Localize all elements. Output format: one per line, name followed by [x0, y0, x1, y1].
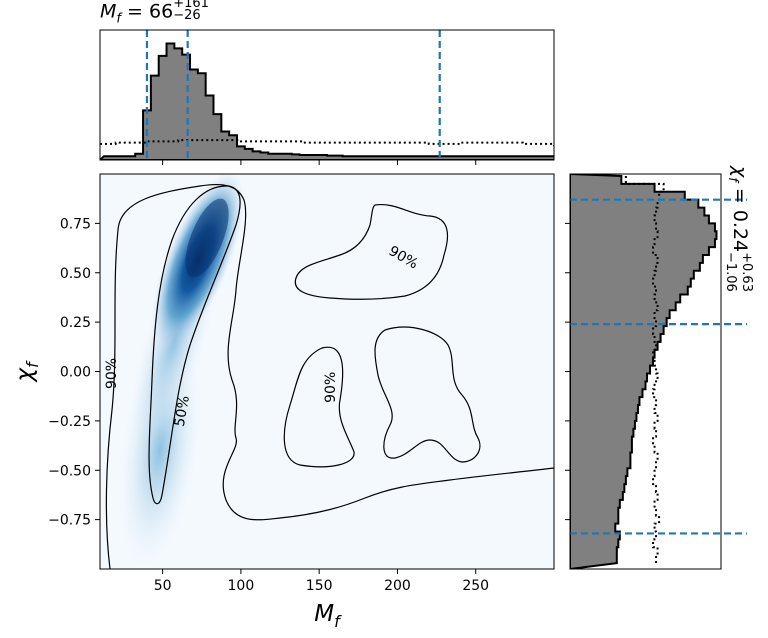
joint-y-ticks: 0.75 0.50 0.25 0.00 −0.25 −0.50 −0.75 [48, 216, 100, 529]
density-peak [185, 198, 229, 278]
chi-posterior-histogram [570, 174, 718, 569]
contour-90-main [105, 183, 554, 569]
mf-title-errors: +161 −26 [173, 0, 209, 22]
mf-title: Mf = 66 +161 −26 [100, 0, 209, 26]
mf-marginal-frame [99, 29, 555, 161]
mf-title-value: 66 [149, 0, 174, 23]
mf-marginal-panel [99, 29, 555, 165]
x-tick-label: 50 [154, 578, 172, 594]
contour-90-island-right [374, 326, 481, 463]
contour-labels: 90%50%90%90% [104, 243, 421, 428]
y-tick-label: 0.50 [60, 266, 91, 282]
y-tick-label: 0.00 [60, 365, 91, 381]
chi-title-equals: = [729, 182, 751, 210]
joint-panel: 90%50%90%90% 50 100 150 200 250 0.750.500.25… [48, 173, 555, 594]
y-axis-label: χf [12, 360, 42, 384]
mf-title-symbol: M [100, 0, 117, 23]
chi-title-lower: −1.06 [723, 252, 738, 292]
contour-label: 50% [172, 394, 193, 427]
chi-title-upper: +0.63 [739, 252, 754, 292]
contour-90-island-mid [283, 346, 355, 468]
chi-title-value: 0.24 [729, 210, 751, 252]
contour-90-island-upper [294, 203, 449, 300]
x-tick-label: 150 [306, 578, 333, 594]
y-tick-label: 0.75 [60, 216, 91, 232]
x-axis-label: Mf [314, 601, 342, 631]
mf-title-upper: +161 [173, 0, 209, 11]
contour-lines [105, 183, 554, 569]
chi-marginal-panel [565, 173, 747, 570]
mf-title-equals: = [127, 0, 149, 23]
chi-title-subscript: f [725, 177, 740, 184]
mf-title-subscript: f [116, 11, 121, 27]
y-tick-label: −0.25 [48, 414, 91, 430]
x-tick-label: 200 [384, 578, 411, 594]
chi-title: χf = 0.24+0.63−1.06 [723, 165, 754, 292]
chi-title-symbol: χ [729, 165, 751, 178]
y-tick-label: 0.25 [60, 315, 91, 331]
mf-marginal-ticks [162, 160, 477, 165]
chi-prior-histogram [624, 175, 665, 564]
contour-label: 90% [104, 358, 120, 389]
x-tick-label: 100 [228, 578, 255, 594]
y-tick-label: −0.50 [48, 463, 91, 479]
mf-prior-histogram [100, 139, 554, 147]
x-tick-label: 250 [462, 578, 489, 594]
joint-x-ticks: 50 100 150 200 250 [154, 569, 489, 594]
contour-label: 90% [323, 372, 339, 403]
chi-credible-lines [570, 198, 747, 535]
contour-50 [148, 185, 241, 505]
chi-marginal-ticks [565, 222, 570, 521]
mf-posterior-histogram [100, 42, 554, 160]
mf-title-lower: −26 [173, 8, 201, 23]
density-map [118, 174, 245, 569]
y-tick-label: −0.75 [48, 513, 91, 529]
